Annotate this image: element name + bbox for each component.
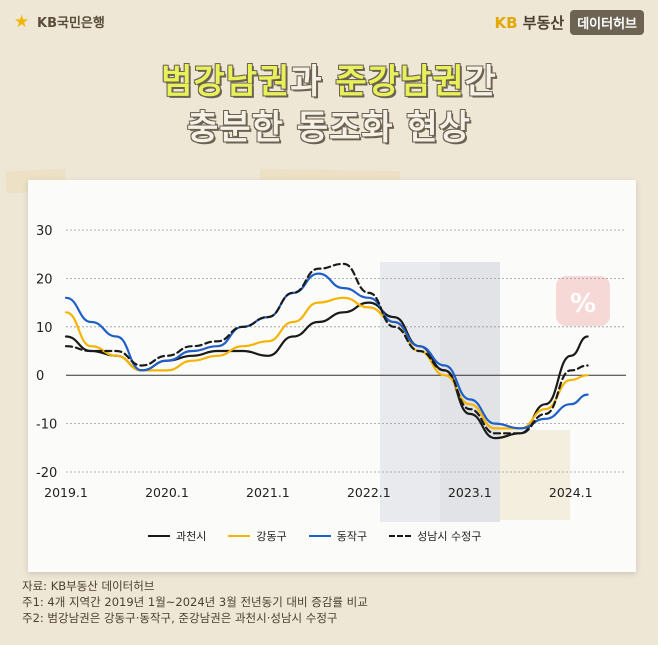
title-connector-2: 간 [464,62,497,102]
title-line-1: 범강남권과 준강남권간 [0,54,658,103]
chart-paper [28,180,636,572]
y-tick-label: -20 [36,466,57,481]
legend-item-gangdong: 강동구 [228,528,287,544]
legend-label-gwacheon: 과천시 [176,530,207,543]
y-tick-label: 10 [36,321,53,336]
brand-kb: KB 부동산 [494,12,564,33]
legend-label-dongjak: 동작구 [336,530,368,543]
brand-name: 부동산 [522,14,565,32]
legend-label-gangdong: 강동구 [256,530,287,543]
legend-item-sujeong: 성남시 수정구 [389,528,481,544]
top-bar: ★ KB국민은행 KB 부동산 데이터허브 [0,0,658,44]
series-lines [64,262,589,440]
grid [66,229,626,473]
x-tick-label: 2019.1 [44,485,88,500]
brand-logo: KB 부동산 데이터허브 [494,10,644,35]
legend: 과천시 강동구 동작구 성남시 수정구 [148,528,481,544]
title-connector-1: 과 [290,62,336,102]
legend-item-dongjak: 동작구 [308,528,368,544]
x-tick-label: 2020.1 [145,485,189,500]
legend-swatch-dongjak [308,535,331,537]
x-tick-label: 2021.1 [246,485,290,500]
x-tick-label: 2022.1 [347,485,391,500]
brand-kb-text: KB [494,14,518,32]
decor-percent-badge: % [556,276,610,326]
y-tick-label: 20 [36,272,53,287]
legend-item-gwacheon: 과천시 [148,528,206,544]
bank-logo: ★ KB국민은행 [14,11,105,32]
title-highlight-1: 범강남권 [161,62,291,102]
legend-swatch-gangdong [228,535,251,537]
title-highlight-2: 준강남권 [335,62,465,102]
series-sujeong [64,262,589,435]
y-axis: 30 20 10 0 -10 -20 [36,224,57,481]
footnotes: 자료: KB부동산 데이터허브 주1: 4개 지역간 2019년 1월~2024… [22,578,368,626]
percent-icon: % [570,289,596,319]
x-axis: 2019.1 2020.1 2021.1 2022.1 2023.1 2024.1 [44,485,593,500]
legend-label-sujeong: 성남시 수정구 [417,530,482,543]
series-dongjak [64,272,589,430]
note-1: 주1: 4개 지역간 2019년 1월~2024년 3월 전년동기 대비 증감률… [22,595,368,609]
bank-logo-text: KB국민은행 [37,16,105,31]
x-tick-label: 2023.1 [448,485,492,500]
legend-swatch-sujeong [389,535,412,537]
series-gangdong [64,296,589,430]
brand-tag: 데이터허브 [570,10,644,35]
source-note: 자료: KB부동산 데이터허브 [22,579,155,593]
y-tick-label: 30 [36,224,53,239]
legend-swatch-gwacheon [148,535,170,537]
y-tick-label: -10 [36,418,57,433]
note-2: 주2: 범강남권은 강동구·동작구, 준강남권은 과천시·성남시 수정구 [22,611,338,625]
x-tick-label: 2024.1 [549,485,593,500]
y-tick-label: 0 [36,369,44,384]
kb-star-icon: ★ [14,11,30,32]
decor-building [380,262,570,522]
title-line-2: 충분한 동조화 현상 [187,108,471,148]
